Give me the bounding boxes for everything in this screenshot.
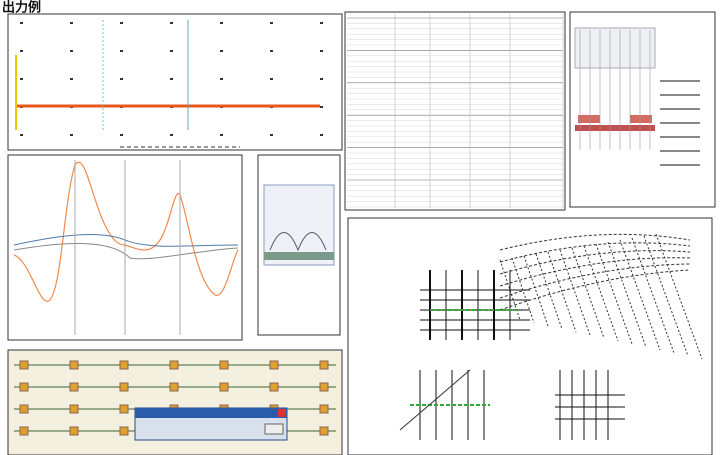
- node: [69, 404, 79, 414]
- node: [69, 382, 79, 392]
- node: [319, 382, 329, 392]
- panel-mesh: [347, 217, 713, 455]
- tick: [220, 22, 223, 24]
- tick: [270, 134, 273, 136]
- tick: [170, 78, 173, 80]
- mesh-line: [631, 237, 675, 354]
- tick: [20, 50, 23, 52]
- node: [169, 360, 179, 370]
- close-button[interactable]: [278, 409, 286, 417]
- red-bar: [575, 125, 655, 131]
- legend-item: [660, 80, 700, 82]
- ok-button[interactable]: [264, 423, 284, 435]
- tick: [170, 50, 173, 52]
- red-block: [630, 115, 652, 123]
- node: [19, 360, 29, 370]
- mesh-line: [511, 257, 535, 324]
- legend-item: [660, 136, 700, 138]
- node: [119, 404, 129, 414]
- node: [219, 360, 229, 370]
- tick: [20, 78, 23, 80]
- mesh-arc: [499, 257, 691, 287]
- tick: [20, 134, 23, 136]
- tick: [70, 78, 73, 80]
- tick: [170, 22, 173, 24]
- legend-item: [660, 150, 700, 152]
- node: [119, 382, 129, 392]
- tick: [120, 50, 123, 52]
- tick: [320, 50, 323, 52]
- tick: [320, 78, 323, 80]
- tick: [120, 134, 123, 136]
- tick: [220, 50, 223, 52]
- tick: [270, 50, 273, 52]
- node: [319, 404, 329, 414]
- mesh-line: [607, 241, 647, 348]
- diagonal: [399, 369, 471, 431]
- node: [69, 360, 79, 370]
- dialog-titlebar: [135, 408, 287, 418]
- node: [319, 426, 329, 436]
- tick: [120, 78, 123, 80]
- node: [269, 360, 279, 370]
- arches: [269, 232, 327, 252]
- node: [19, 404, 29, 414]
- node: [119, 426, 129, 436]
- tick: [170, 134, 173, 136]
- tick: [270, 22, 273, 24]
- gray-curve: [13, 243, 239, 260]
- tick: [320, 22, 323, 24]
- node: [19, 426, 29, 436]
- legend-item: [660, 122, 700, 124]
- mesh-arc: [499, 263, 691, 299]
- tick: [70, 134, 73, 136]
- structure-body: [263, 184, 335, 266]
- mesh-line: [619, 239, 661, 351]
- tick: [320, 106, 323, 108]
- node: [19, 382, 29, 392]
- tick: [70, 22, 73, 24]
- mesh-line: [643, 235, 689, 357]
- tick: [20, 22, 23, 24]
- base: [264, 252, 334, 260]
- tick: [220, 78, 223, 80]
- node: [69, 426, 79, 436]
- legend-item: [660, 94, 700, 96]
- node: [119, 360, 129, 370]
- node: [269, 382, 279, 392]
- diagram-top: [574, 27, 656, 69]
- node: [169, 382, 179, 392]
- mesh-line: [559, 249, 591, 336]
- node: [219, 382, 229, 392]
- mesh-line: [583, 245, 619, 342]
- legend-item: [660, 164, 700, 166]
- mesh-line: [535, 253, 563, 330]
- node: [319, 360, 329, 370]
- orange-curve: [13, 161, 239, 302]
- tick: [270, 78, 273, 80]
- legend-lines: [579, 30, 700, 166]
- table-lines: [347, 14, 564, 208]
- mesh-arc: [499, 269, 691, 311]
- legend-item: [660, 108, 700, 110]
- tick: [120, 22, 123, 24]
- mesh-arc: [499, 250, 691, 275]
- tick: [320, 134, 323, 136]
- mesh-line: [523, 255, 549, 327]
- tick: [220, 134, 223, 136]
- mesh-line: [595, 243, 633, 345]
- tick: [70, 50, 73, 52]
- red-block: [578, 115, 600, 123]
- mesh-arc: [499, 242, 691, 263]
- page-title: 出力例: [2, 0, 41, 16]
- panel-timeline: [7, 13, 343, 151]
